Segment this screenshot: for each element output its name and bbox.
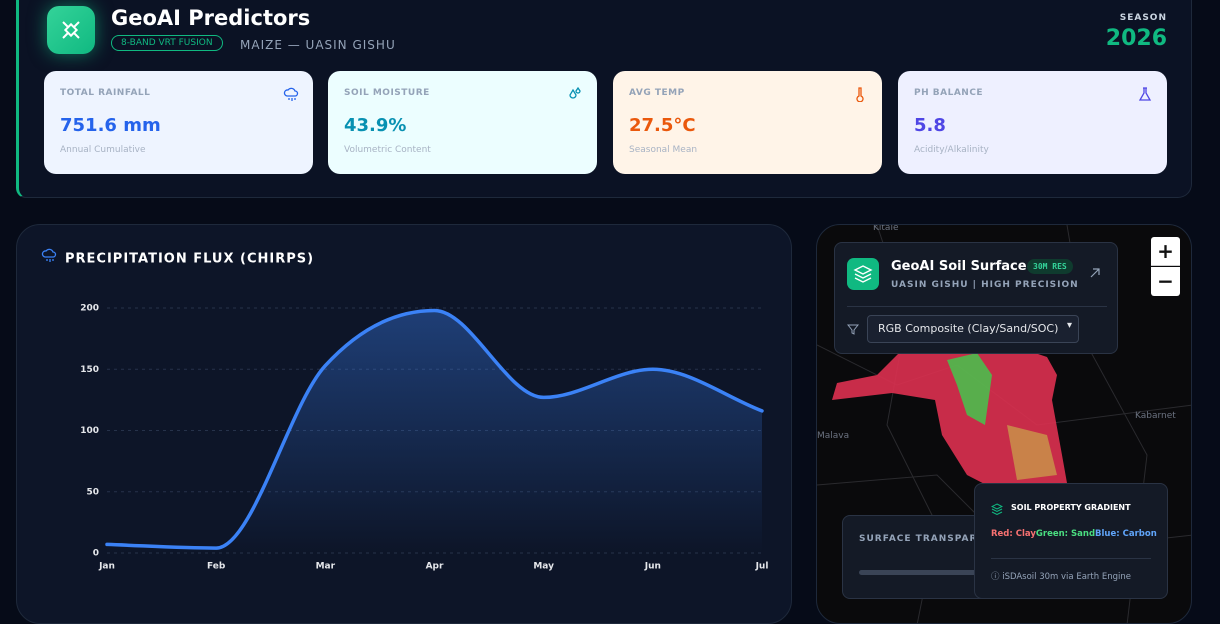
chart: PRECIPITATION FLUX (CHIRPS) 0 50 100 150 200… xyxy=(41,248,769,572)
page: GeoAI Predictors {"header":{"title":"Geo… xyxy=(16,0,1192,624)
legend-title: SOIL PROPERTY GRADIENT xyxy=(1011,503,1131,512)
layers-icon xyxy=(991,503,1003,515)
transparency-label: SURFACE TRANSPARENCY xyxy=(859,534,1009,544)
zoom-in[interactable]: + xyxy=(1151,237,1180,266)
stat-label: SOIL MOISTURE xyxy=(344,88,430,98)
chart-card: PRECIPITATION FLUX (CHIRPS) 0 50 100 150 200… xyxy=(16,224,792,624)
rain-icon xyxy=(283,87,299,101)
layer-select[interactable]: RGB Composite (Clay/Sand/SOC) ▾ xyxy=(867,315,1079,343)
thermo-icon xyxy=(856,87,864,102)
y-tick-label: 50 xyxy=(86,487,99,497)
drops-icon xyxy=(569,86,581,99)
slider[interactable] xyxy=(859,570,999,575)
stat-note: Acidity/Alkalinity xyxy=(914,145,989,155)
stat-label: PH BALANCE xyxy=(914,88,984,98)
y-tick-label: 150 xyxy=(80,365,99,375)
app-title: GeoAI Predictors xyxy=(111,6,311,30)
x-tick-label: Jul xyxy=(755,562,769,572)
divider xyxy=(991,558,1151,559)
stat-card: AVG TEMP 27.5°C Seasonal Mean xyxy=(613,71,882,174)
place-label: Kabarnet xyxy=(1135,411,1176,421)
filter-icon xyxy=(847,324,859,335)
stat-value: 27.5°C xyxy=(629,115,696,136)
area xyxy=(107,310,762,553)
layers-icon xyxy=(847,258,879,290)
x-tick-label: Feb xyxy=(207,562,226,572)
flask-icon xyxy=(1138,87,1152,101)
layer-panel: GeoAI Soil Surface 30M RES UASIN GISHU |… xyxy=(834,242,1118,354)
x-tick-label: Jan xyxy=(98,562,115,572)
body: GeoAI Predictors 8-BAND VRT FUSION MAIZE… xyxy=(16,0,1192,624)
place-label: Kitale xyxy=(873,224,899,233)
x-tick-label: Jun xyxy=(644,562,661,572)
place-label: Malava xyxy=(817,431,850,441)
legend-blue: Blue: Carbon xyxy=(1095,529,1157,539)
stat-value: 5.8 xyxy=(914,115,946,136)
logo xyxy=(47,6,95,54)
y-tick-label: 100 xyxy=(80,426,99,436)
subtitle: MAIZE — UASIN GISHU xyxy=(240,38,396,52)
x-tick-label: Mar xyxy=(316,562,336,572)
legend-source: ⓘ iSDAsoil 30m via Earth Engine xyxy=(991,572,1131,582)
legend-red: Red: Clay xyxy=(991,529,1036,539)
season-label: SEASON xyxy=(1119,13,1167,23)
badge: 8-BAND VRT FUSION xyxy=(111,35,223,51)
logo-icon xyxy=(62,21,80,39)
line xyxy=(105,308,764,550)
stat-note: Seasonal Mean xyxy=(629,145,698,155)
chart-title: PRECIPITATION FLUX (CHIRPS) xyxy=(65,252,314,267)
x-tick-label: May xyxy=(533,562,554,572)
stat-value: 751.6 mm xyxy=(60,115,161,136)
stat-card: SOIL MOISTURE 43.9% Volumetric Content xyxy=(328,71,597,174)
stat-value: 43.9% xyxy=(344,115,407,136)
y-tick-label: 200 xyxy=(80,304,99,314)
legend-items: Red: ClayGreen: SandBlue: Carbon xyxy=(991,529,1157,539)
panel-subtitle: UASIN GISHU | HIGH PRECISION xyxy=(891,280,1079,290)
legend: SOIL PROPERTY GRADIENT Red: ClayGreen: S… xyxy=(974,483,1168,599)
stat-label: TOTAL RAINFALL xyxy=(60,88,151,98)
source-text: iSDAsoil 30m via Earth Engine xyxy=(1002,572,1131,582)
map: Kitale Malava Kabarnet + − GeoAI Soil Su… xyxy=(816,224,1192,624)
stat-label: AVG TEMP xyxy=(629,88,685,98)
legend-green: Green: Sand xyxy=(1035,529,1096,539)
divider xyxy=(847,306,1107,307)
rain-icon xyxy=(41,248,57,262)
panel-title: GeoAI Soil Surface xyxy=(891,259,1027,274)
select-value: RGB Composite (Clay/Sand/SOC) xyxy=(878,322,1059,335)
zoom-out[interactable]: − xyxy=(1151,267,1180,296)
stat-card: PH BALANCE 5.8 Acidity/Alkalinity xyxy=(898,71,1167,174)
transparency-panel: SURFACE TRANSPARENCY xyxy=(842,515,1007,599)
panel-badge: 30M RES xyxy=(1027,259,1073,274)
stat-note: Annual Cumulative xyxy=(60,145,146,155)
x-tick-label: Apr xyxy=(426,562,444,572)
open-icon[interactable] xyxy=(1089,267,1101,279)
season: 2026 xyxy=(1105,26,1167,51)
stat-note: Volumetric Content xyxy=(344,145,431,155)
stat-card: TOTAL RAINFALL 751.6 mm Annual Cumulativ… xyxy=(44,71,313,174)
y-tick-label: 0 xyxy=(93,549,99,559)
select-arrow: ▾ xyxy=(1066,320,1072,331)
